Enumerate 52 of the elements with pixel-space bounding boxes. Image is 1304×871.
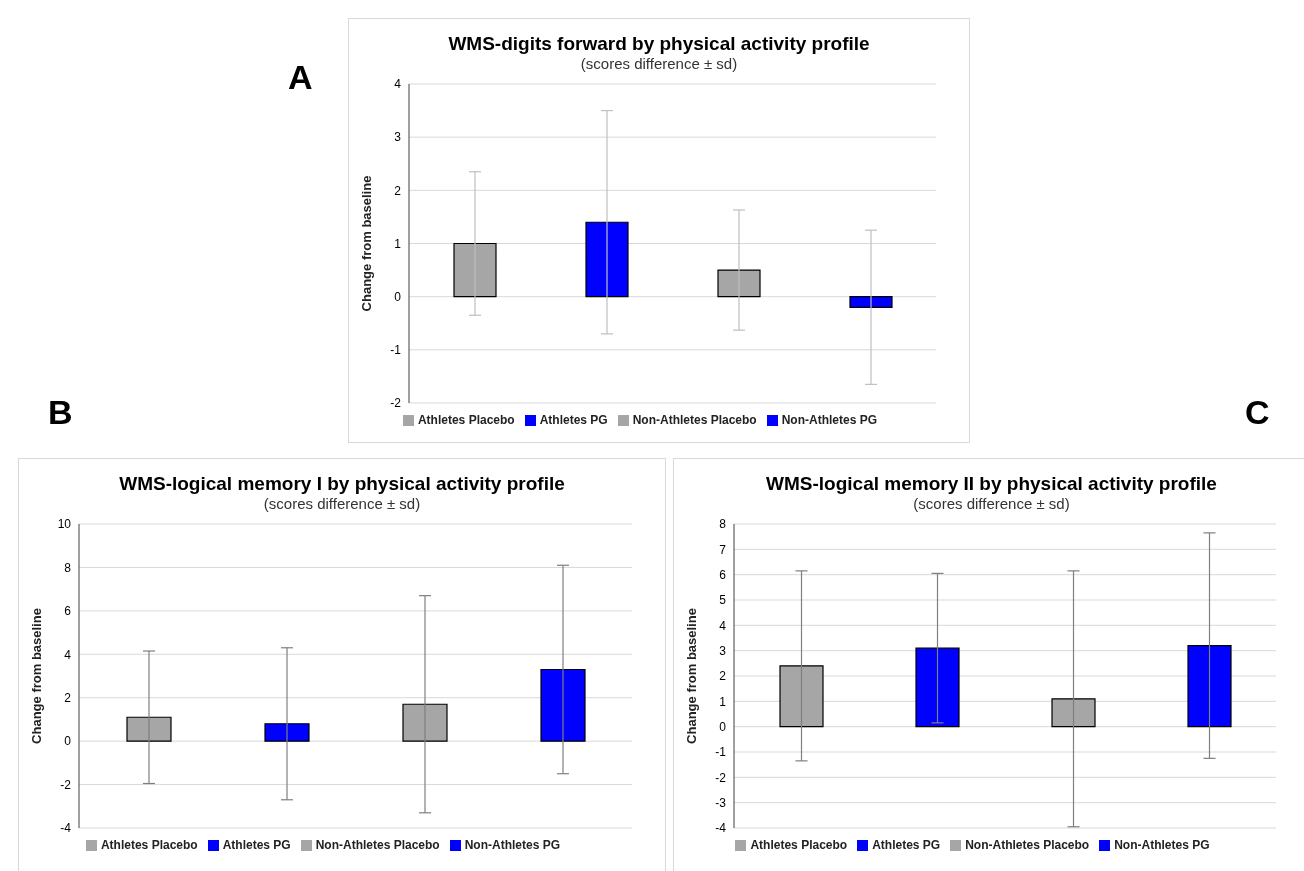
y-tick-label: -2 — [715, 770, 727, 785]
y-tick-label: 6 — [64, 604, 72, 619]
y-tick-label: 0 — [719, 719, 727, 734]
chart-title: WMS-digits forward by physical activity profile — [447, 33, 871, 55]
text: B — [48, 393, 73, 432]
legend-label: Athletes Placebo — [100, 838, 198, 852]
y-tick-label: -1 — [715, 745, 727, 760]
y-tick-label: -4 — [60, 821, 72, 836]
y-tick-label: 10 — [57, 517, 72, 532]
legend-label: Athletes Placebo — [750, 838, 848, 852]
y-tick-label: 2 — [394, 183, 402, 198]
legend-label: Non-Athletes Placebo — [315, 838, 440, 852]
y-tick-label: 4 — [719, 618, 727, 633]
y-tick-label: 8 — [64, 560, 72, 575]
y-tick-label: 5 — [719, 593, 727, 608]
chart-subtitle: (scores difference ± sd) — [912, 495, 1071, 512]
text: A — [288, 58, 313, 97]
legend-label: Non-Athletes PG — [1114, 838, 1210, 852]
legend-label: Athletes PG — [872, 838, 941, 852]
legend-label: Athletes Placebo — [417, 413, 515, 427]
y-tick-label: 2 — [719, 669, 727, 684]
y-tick-label: 0 — [64, 734, 72, 749]
legend-label: Non-Athletes PG — [781, 413, 878, 427]
legend-label: Athletes PG — [539, 413, 608, 427]
y-axis-title: Change from baseline — [28, 608, 44, 744]
y-tick-label: -4 — [715, 821, 727, 836]
y-tick-label: 3 — [719, 643, 727, 658]
y-tick-label: 1 — [719, 694, 727, 709]
y-tick-label: 6 — [719, 567, 727, 582]
y-tick-label: -3 — [715, 795, 727, 810]
y-tick-label: 4 — [64, 647, 72, 662]
text: C — [1245, 393, 1270, 432]
legend-label: Non-Athletes PG — [464, 838, 561, 852]
legend-label: Athletes PG — [222, 838, 291, 852]
chart-title: WMS-logical memory II by physical activity profile — [765, 473, 1218, 495]
y-tick-label: 1 — [394, 236, 402, 251]
y-axis-title: Change from baseline — [683, 608, 699, 744]
y-tick-label: 3 — [394, 130, 402, 145]
legend-label: Non-Athletes Placebo — [632, 413, 757, 427]
legend-label: Non-Athletes Placebo — [965, 838, 1090, 852]
y-tick-label: -1 — [390, 343, 402, 358]
y-tick-label: 8 — [719, 517, 727, 532]
y-axis-title: Change from baseline — [358, 175, 374, 312]
y-tick-label: 0 — [394, 289, 402, 304]
chart-title: WMS-logical memory I by physical activity profile — [118, 473, 566, 495]
y-tick-label: -2 — [390, 396, 402, 411]
y-tick-label: 2 — [64, 690, 72, 705]
y-tick-label: -2 — [60, 777, 72, 792]
chart-subtitle: (scores difference ± sd) — [579, 55, 739, 72]
y-tick-label: 7 — [719, 542, 727, 557]
chart-subtitle: (scores difference ± sd) — [262, 495, 422, 512]
y-tick-label: 4 — [394, 77, 402, 92]
